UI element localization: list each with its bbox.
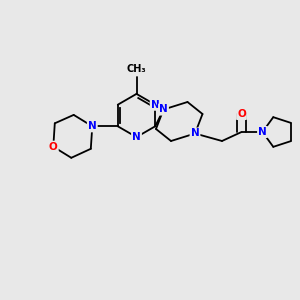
Text: N: N [258, 127, 267, 137]
Text: O: O [49, 142, 58, 152]
Text: N: N [190, 128, 200, 139]
Text: N: N [151, 100, 160, 110]
Text: N: N [132, 132, 141, 142]
Text: N: N [159, 104, 168, 115]
Text: N: N [88, 121, 97, 131]
Text: O: O [237, 109, 246, 119]
Text: CH₃: CH₃ [127, 64, 146, 74]
